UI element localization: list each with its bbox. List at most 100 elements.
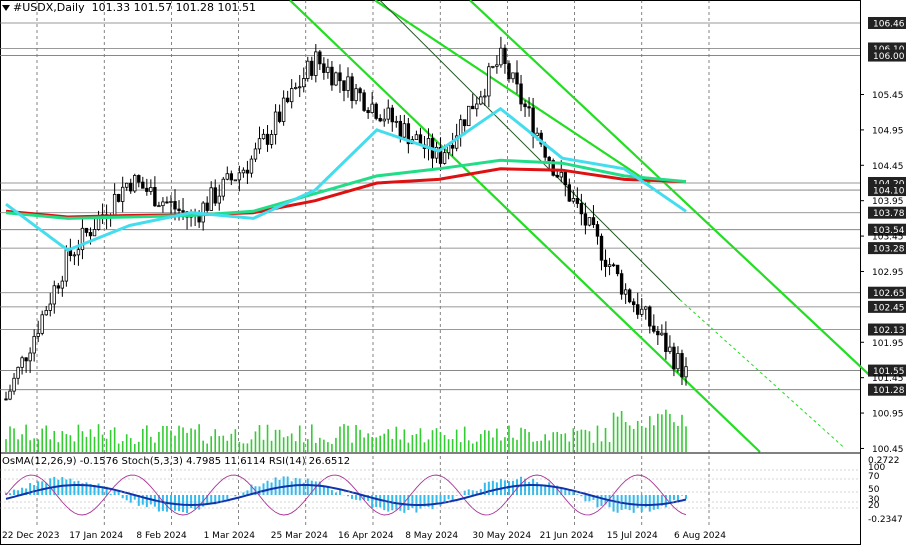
- volume-bar: [154, 442, 156, 452]
- candle-body: [289, 88, 294, 103]
- volume-bar: [65, 434, 68, 452]
- candle-body: [374, 103, 378, 119]
- candle-body: [4, 398, 8, 401]
- osma-bar: [596, 495, 599, 508]
- volume-bar: [467, 440, 470, 452]
- candle-body: [599, 235, 604, 261]
- price-tag-bg: [868, 323, 906, 336]
- y-tick-label: 104.95: [872, 126, 904, 136]
- x-tick-label: 15 Jul 2024: [607, 531, 658, 541]
- osma-bar: [568, 490, 571, 495]
- volume-bar: [234, 429, 237, 452]
- osma-bar: [274, 477, 277, 495]
- osma-bar: [644, 495, 647, 508]
- osma-bar: [318, 481, 321, 495]
- candle-body: [177, 208, 181, 212]
- price-tag-text: 106.00: [873, 52, 905, 62]
- x-tick-label: 6 Aug 2024: [674, 531, 726, 541]
- indicator-tick-label: -0.2347: [868, 515, 903, 525]
- volume-bar: [174, 435, 176, 452]
- candle-body: [229, 173, 234, 181]
- volume-bar: [218, 436, 221, 452]
- chart-header: #USDX,Daily 101.33 101.57 101.28 101.51: [2, 1, 256, 14]
- indicator-panel: [0, 469, 860, 516]
- candle-body: [611, 264, 616, 267]
- candle-body: [64, 248, 69, 282]
- candle-body: [507, 63, 511, 80]
- volume-bar: [435, 428, 438, 452]
- osma-bar: [672, 495, 675, 501]
- volume-bar: [596, 425, 599, 452]
- candle-body: [535, 132, 539, 137]
- osma-bar: [511, 480, 514, 495]
- volume-bar: [488, 430, 490, 452]
- price-tag-text: 104.10: [873, 187, 905, 197]
- price-tag-bg: [868, 223, 906, 236]
- volume-bar: [210, 436, 213, 452]
- candle-body: [627, 289, 632, 303]
- candle-body: [129, 182, 133, 192]
- volume-bar: [544, 434, 546, 452]
- volume-bar: [178, 425, 180, 452]
- candle-body: [523, 103, 527, 108]
- volume-bar: [568, 441, 571, 452]
- candle-body: [487, 66, 491, 97]
- candle-body: [60, 280, 65, 289]
- osma-bar: [676, 495, 679, 503]
- osma-bar: [145, 495, 148, 508]
- candle-body: [398, 120, 403, 138]
- price-tag-text: 102.65: [873, 289, 905, 299]
- candle-body: [322, 63, 326, 73]
- volume-bar: [516, 439, 518, 452]
- volume-bar: [137, 441, 140, 452]
- volume-bar: [524, 428, 526, 452]
- candle-body: [245, 169, 250, 174]
- volume-bar: [640, 426, 643, 452]
- candle-body: [273, 111, 278, 135]
- volume-bar: [657, 413, 659, 452]
- osma-bar: [600, 495, 603, 506]
- candle-body: [116, 193, 121, 202]
- osma-bar: [363, 495, 366, 500]
- candle-body: [342, 80, 346, 91]
- candle-body: [173, 201, 177, 210]
- osma-bar: [81, 483, 84, 495]
- volume-bar: [492, 437, 494, 452]
- osma-bar: [536, 482, 539, 495]
- osma-bar: [314, 481, 317, 495]
- volume-bar: [33, 438, 35, 452]
- osma-bar: [516, 479, 519, 495]
- collapse-triangle-icon[interactable]: [2, 5, 10, 11]
- volume-bar: [484, 430, 486, 452]
- volume-bar: [246, 443, 249, 452]
- volume-bar: [379, 435, 382, 452]
- volume-bar: [327, 442, 329, 452]
- volume-bar: [604, 427, 607, 452]
- osma-bar: [588, 495, 591, 502]
- osma-bar: [548, 482, 551, 495]
- channel-projection: [679, 299, 846, 449]
- y-tick-label: 102.95: [872, 268, 904, 278]
- candle-body: [668, 346, 672, 352]
- volume-bar: [512, 437, 514, 452]
- volume-bar: [500, 440, 502, 452]
- price-tag-text: 103.54: [873, 226, 905, 236]
- candle-body: [281, 97, 286, 122]
- osma-bar: [680, 495, 683, 496]
- volume-bar: [665, 409, 667, 452]
- osma-bar: [499, 479, 502, 495]
- volume-bar: [540, 440, 542, 452]
- osma-bar: [9, 493, 12, 495]
- candle-body: [563, 171, 567, 186]
- osma-bar: [439, 495, 442, 506]
- volume-bar: [419, 428, 422, 452]
- osma-bar: [411, 495, 414, 508]
- indicator-tick-label: 50: [868, 485, 880, 495]
- volume-bar: [608, 442, 611, 452]
- volume-bar: [319, 437, 321, 452]
- candle-body: [213, 187, 217, 204]
- candle-body: [559, 171, 563, 178]
- candle-body: [84, 227, 89, 233]
- osma-bar: [310, 480, 313, 495]
- volume-bar: [266, 424, 269, 452]
